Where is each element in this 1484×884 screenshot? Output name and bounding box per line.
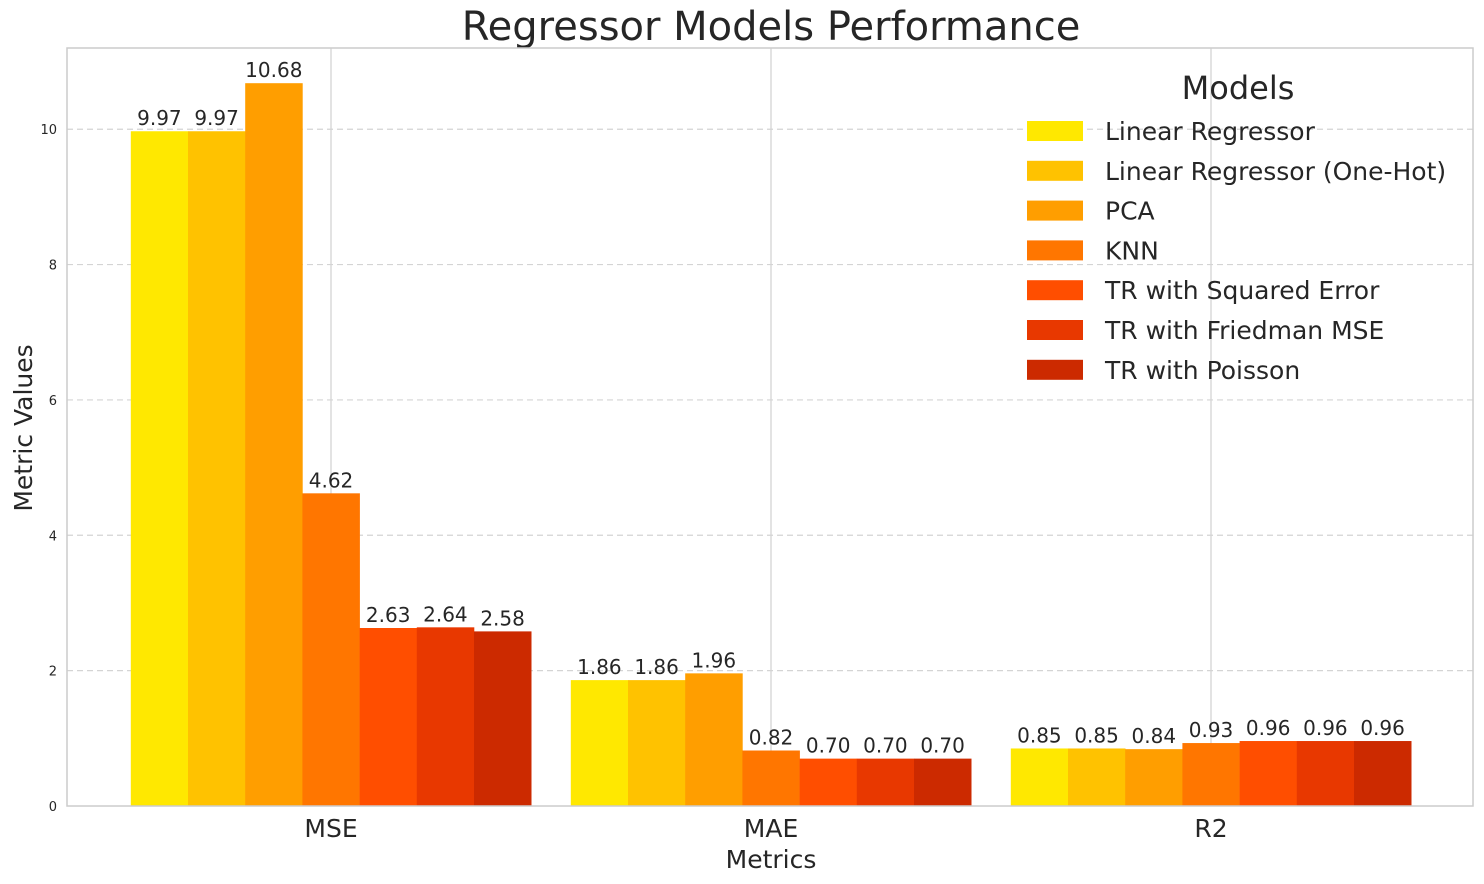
bar <box>856 758 915 806</box>
legend-entry: PCA <box>1105 197 1155 226</box>
bar <box>628 680 686 806</box>
legend-swatch <box>1027 280 1083 301</box>
bar <box>130 131 189 807</box>
bar-value-label: 2.58 <box>480 606 525 630</box>
bar <box>1068 748 1126 806</box>
bar-value-label: 0.93 <box>1189 718 1234 742</box>
legend-entry: Linear Regressor (One-Hot) <box>1105 157 1446 186</box>
bar-value-label: 9.97 <box>194 106 239 130</box>
bar-value-label: 1.86 <box>634 655 679 679</box>
bar <box>685 673 743 806</box>
bar <box>1296 741 1355 806</box>
legend-entry: TR with Poisson <box>1104 356 1300 385</box>
bar <box>742 750 800 806</box>
legend: Models Linear Regressor Linear Regressor (… <box>1027 69 1446 385</box>
bar <box>416 627 475 806</box>
y-tick-label: 8 <box>49 259 57 274</box>
y-tick-label: 10 <box>40 123 57 138</box>
bar-value-label: 0.70 <box>863 734 908 758</box>
bar <box>570 680 629 806</box>
bar-value-label: 1.86 <box>577 655 622 679</box>
bar <box>1182 743 1240 806</box>
bar <box>188 131 246 807</box>
legend-swatch <box>1027 240 1083 261</box>
bar <box>1354 741 1412 806</box>
bar-value-label: 0.84 <box>1132 724 1177 748</box>
bar-value-label: 0.85 <box>1074 723 1119 747</box>
y-tick-label: 2 <box>49 665 57 680</box>
x-tick-label: R2 <box>1194 814 1227 843</box>
bar <box>799 758 858 806</box>
bar-value-label: 1.96 <box>692 648 737 672</box>
bar-value-label: 0.82 <box>749 726 794 750</box>
y-tick-label: 4 <box>49 529 57 544</box>
y-tick-label: 0 <box>49 800 57 815</box>
bar <box>245 83 303 806</box>
y-axis-label: Metric Values <box>9 344 38 511</box>
legend-entry: TR with Squared Error <box>1104 276 1380 305</box>
plot-frame <box>66 47 1474 807</box>
bar <box>474 631 532 806</box>
bars <box>130 83 1412 807</box>
legend-swatch <box>1027 160 1083 181</box>
bar-labels: 9.97 1.86 0.85 9.97 1.86 0.85 10.68 1.96 0.84 4.6… <box>137 58 1405 757</box>
bar-value-label: 0.96 <box>1246 716 1291 740</box>
bar <box>914 758 972 806</box>
bar-value-label: 10.68 <box>245 58 302 82</box>
bar-value-label: 0.85 <box>1017 723 1062 747</box>
x-tick-label: MSE <box>304 814 357 843</box>
x-axis-label: Metrics <box>726 845 817 874</box>
x-tick-label: MAE <box>744 814 798 843</box>
bar-value-label: 0.96 <box>1303 716 1348 740</box>
bar <box>1125 749 1183 806</box>
bar <box>1010 748 1069 806</box>
bar-value-label: 0.96 <box>1360 716 1405 740</box>
legend-swatch <box>1027 200 1083 221</box>
legend-entry: KNN <box>1105 236 1159 265</box>
bar-value-label: 4.62 <box>309 468 354 492</box>
bar-value-label: 0.70 <box>920 734 965 758</box>
bar <box>1239 741 1298 806</box>
legend-swatch <box>1027 320 1083 340</box>
bar <box>359 628 418 806</box>
bar-value-label: 9.97 <box>137 106 182 130</box>
bar-value-label: 0.70 <box>806 734 851 758</box>
legend-entry: TR with Friedman MSE <box>1104 316 1384 345</box>
legend-swatch <box>1027 121 1083 141</box>
y-tick-label: 6 <box>49 394 57 409</box>
legend-swatch <box>1027 359 1083 380</box>
bar-value-label: 2.63 <box>366 603 411 627</box>
legend-title: Models <box>1182 69 1295 107</box>
chart-title: Regressor Models Performance <box>462 4 1081 50</box>
axes: 0 2 4 6 8 10 MSE MAE R2 <box>40 47 1474 843</box>
bar-value-label: 2.64 <box>423 602 468 626</box>
bar <box>302 493 360 806</box>
legend-entry: Linear Regressor <box>1105 117 1316 146</box>
